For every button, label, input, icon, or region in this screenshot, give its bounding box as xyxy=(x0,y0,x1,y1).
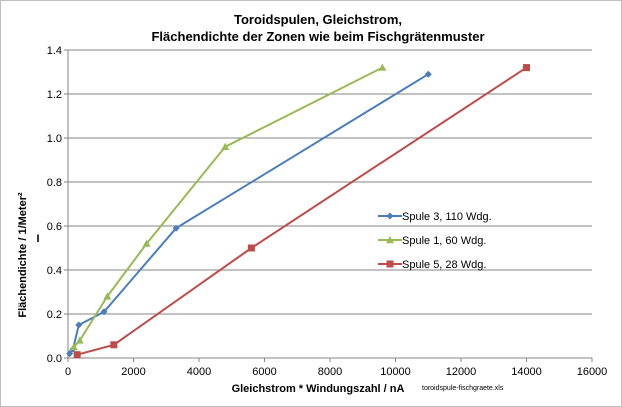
x-tick-label: 14000 xyxy=(511,366,542,378)
y-tick-label: 0.6 xyxy=(47,221,62,233)
y-axis-extra-mark: I xyxy=(36,233,39,245)
plot-area xyxy=(66,63,530,359)
y-tick-labels: 0.0 0.2 0.4 0.6 0.8 1.0 1.2 1.4 xyxy=(47,45,62,365)
y-tick-label: 0.8 xyxy=(47,177,62,189)
y-tick-label: 1.4 xyxy=(47,45,62,57)
legend-entry-spule-3-110-wdg: Spule 3, 110 Wdg. xyxy=(378,211,492,223)
x-axis-title: Gleichstrom * Windungszahl / nA xyxy=(232,383,405,395)
data-point-spule-1-60-wdg xyxy=(221,142,230,150)
x-tick-label: 8000 xyxy=(318,366,342,378)
series-spule-5-28-wdg xyxy=(73,64,530,359)
series-line-spule-5-28-wdg xyxy=(76,66,528,356)
data-point-spule-3-110-wdg xyxy=(424,70,432,78)
chart-title-line2: Flächendichte der Zonen wie beim Fischgr… xyxy=(151,29,484,44)
y-tick-label: 1.2 xyxy=(47,89,62,101)
data-point-spule-3-110-wdg xyxy=(172,224,180,232)
data-point-spule-5-28-wdg xyxy=(523,64,530,72)
legend-entry-spule-1-60-wdg: Spule 1, 60 Wdg. xyxy=(378,235,486,247)
x-tick-label: 6000 xyxy=(252,366,276,378)
series-spule-1-60-wdg xyxy=(69,63,387,351)
data-point-spule-1-60-wdg xyxy=(142,239,151,247)
x-tick-label: 10000 xyxy=(380,366,411,378)
x-tick-label: 2000 xyxy=(121,366,145,378)
axes xyxy=(64,49,593,362)
data-point-spule-1-60-wdg xyxy=(378,63,387,71)
legend-entry-spule-5-28-wdg: Spule 5, 28 Wdg. xyxy=(378,259,486,271)
file-note: toroidspule-fischgraete.xls xyxy=(422,385,504,392)
legend: Spule 3, 110 Wdg. Spule 1, 60 Wdg. Spule 5… xyxy=(378,211,492,271)
x-tick-label: 0 xyxy=(65,366,71,378)
y-tick-label: 1.0 xyxy=(47,133,62,145)
x-tick-label: 4000 xyxy=(187,366,211,378)
legend-swatch-marker xyxy=(386,212,394,220)
legend-label: Spule 1, 60 Wdg. xyxy=(402,235,486,247)
data-point-spule-3-110-wdg xyxy=(100,308,108,316)
legend-swatch-marker xyxy=(386,260,394,268)
y-axis-title: Flächendichte / 1/Meter² xyxy=(17,192,29,318)
data-point-spule-5-28-wdg xyxy=(247,244,255,252)
legend-label: Spule 5, 28 Wdg. xyxy=(402,259,486,271)
y-tick-label: 0.4 xyxy=(47,265,62,277)
chart-title-line1: Toroidspulen, Gleichstrom, xyxy=(234,12,402,27)
legend-label: Spule 3, 110 Wdg. xyxy=(402,211,492,223)
legend-swatch-marker xyxy=(386,236,394,244)
data-point-spule-3-110-wdg xyxy=(75,321,83,329)
data-point-spule-1-60-wdg xyxy=(69,343,78,351)
x-tick-labels: 0 2000 4000 6000 8000 10000 12000 14000 16000 xyxy=(65,366,607,378)
y-tick-label: 0.2 xyxy=(47,309,62,321)
data-point-spule-5-28-wdg xyxy=(73,351,81,359)
data-point-spule-1-60-wdg xyxy=(103,292,112,300)
x-tick-label: 12000 xyxy=(446,366,477,378)
y-tick-label: 0.0 xyxy=(47,353,62,365)
x-tick-label: 16000 xyxy=(577,366,608,378)
data-point-spule-5-28-wdg xyxy=(110,341,118,349)
data-point-spule-3-110-wdg xyxy=(66,350,74,358)
data-point-spule-1-60-wdg xyxy=(75,336,84,344)
